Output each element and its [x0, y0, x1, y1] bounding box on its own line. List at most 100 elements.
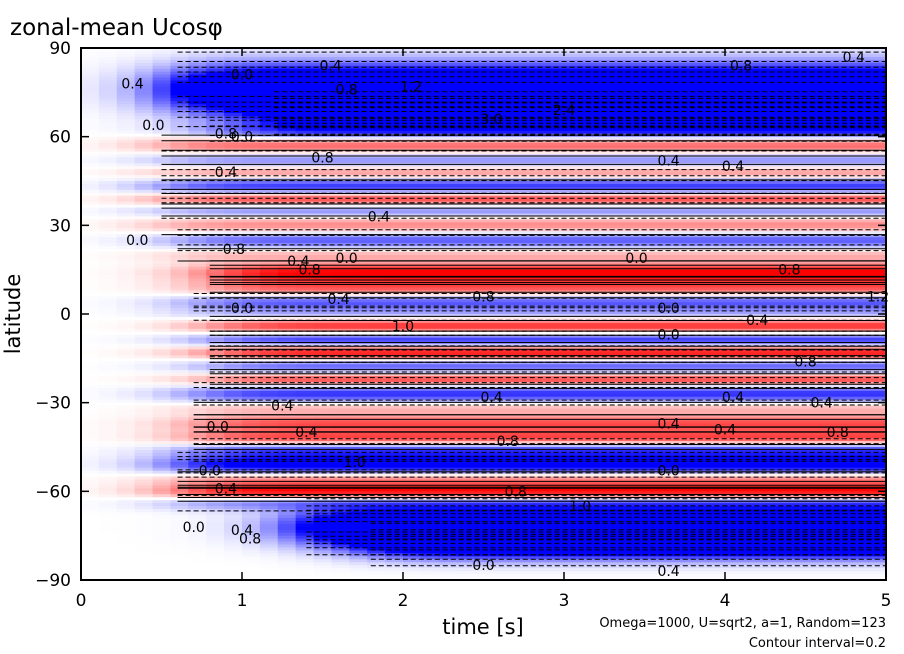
field-cell [474, 222, 494, 226]
field-cell [403, 337, 422, 342]
field-cell [259, 432, 279, 436]
field-cell [313, 104, 333, 108]
field-cell [152, 438, 172, 442]
field-cell [367, 183, 386, 188]
field-cell [438, 316, 458, 321]
field-cell [492, 104, 511, 108]
field-cell [152, 319, 172, 324]
field-cell [313, 172, 333, 176]
field-cell [403, 491, 422, 495]
field-cell [152, 328, 172, 333]
field-cell [152, 396, 172, 401]
field-cell [313, 361, 333, 365]
field-cell [98, 201, 118, 206]
field-cell [170, 367, 189, 371]
field-cell [510, 48, 529, 52]
field-cell [474, 163, 494, 167]
field-cell [242, 319, 261, 324]
field-cell [98, 80, 118, 85]
field-cell [295, 429, 315, 433]
field-cell [277, 186, 297, 191]
field-cell [259, 272, 279, 277]
field-cell [134, 169, 154, 173]
field-cell [98, 376, 118, 380]
field-cell [420, 373, 440, 377]
field-cell [564, 447, 583, 451]
field-cell [98, 479, 118, 484]
field-cell [385, 308, 404, 312]
field-cell [188, 299, 207, 303]
field-cell [331, 219, 350, 223]
field-cell [438, 222, 458, 226]
field-cell [438, 322, 458, 327]
field-cell [474, 308, 494, 312]
field-cell [152, 494, 172, 498]
field-cell [277, 414, 297, 419]
field-cell [81, 432, 100, 436]
field-cell [134, 77, 154, 82]
field-cell [367, 124, 386, 129]
field-cell [242, 438, 261, 442]
field-cell [81, 195, 100, 200]
field-cell [564, 302, 583, 306]
field-cell [81, 532, 100, 537]
field-cell [474, 157, 494, 161]
field-cell [367, 399, 386, 404]
field-cell [295, 231, 315, 235]
field-cell [331, 311, 350, 315]
field-cell [170, 328, 189, 333]
field-cell [385, 210, 404, 215]
field-cell [331, 50, 350, 55]
field-cell [474, 213, 494, 218]
field-cell [188, 520, 207, 525]
field-cell [81, 275, 100, 280]
field-cell [510, 166, 529, 170]
field-cell [206, 574, 225, 578]
field-cell [510, 491, 529, 495]
field-cell [474, 302, 494, 306]
field-cell [188, 482, 207, 487]
field-cell [385, 281, 404, 286]
field-cell [134, 166, 154, 170]
field-cell [420, 48, 440, 52]
field-cell [259, 151, 279, 155]
field-cell [242, 136, 261, 141]
field-cell [313, 142, 333, 147]
field-cell [438, 526, 458, 531]
field-cell [510, 565, 529, 569]
field-cell [224, 48, 243, 52]
field-cell [438, 414, 458, 419]
field-cell [242, 441, 261, 445]
field-cell [295, 402, 315, 407]
field-cell [295, 145, 315, 150]
field-cell [367, 355, 386, 359]
field-cell [420, 488, 440, 492]
field-cell [564, 225, 583, 229]
field-cell [420, 257, 440, 262]
field-cell [224, 225, 243, 229]
field-cell [403, 207, 422, 212]
field-cell [242, 113, 261, 117]
field-cell [438, 234, 458, 238]
field-cell [259, 506, 279, 510]
field-cell [420, 352, 440, 356]
field-cell [116, 89, 136, 93]
field-cell [492, 89, 511, 93]
field-cell [474, 526, 494, 531]
field-cell [564, 322, 583, 327]
field-cell [564, 308, 583, 312]
field-cell [81, 414, 100, 419]
field-cell [313, 441, 333, 445]
field-cell [546, 550, 565, 554]
field-cell [313, 373, 333, 377]
field-cell [259, 367, 279, 371]
field-cell [206, 107, 225, 111]
field-cell [134, 568, 154, 572]
field-cell [367, 553, 386, 557]
field-cell [349, 172, 368, 176]
field-cell [188, 426, 207, 430]
field-cell [170, 376, 189, 380]
field-cell [564, 151, 583, 155]
field-cell [152, 461, 172, 466]
field-cell [224, 476, 243, 481]
